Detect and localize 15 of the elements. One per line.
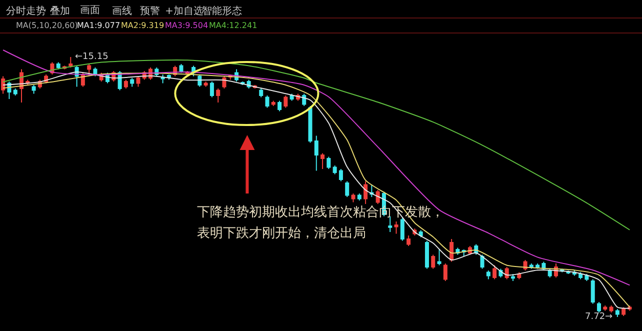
text: 叠加 <box>50 5 70 17</box>
text: MA(5,10,20,60) <box>16 21 78 30</box>
text: MA1:9.077 <box>77 21 120 30</box>
annotation: ←15.15 <box>75 52 108 62</box>
text: 智能形态 <box>202 5 242 17</box>
text: 画线 <box>112 5 132 17</box>
text: MA2:9.319 <box>121 21 164 30</box>
annotation: 表明下跌才刚开始，清仓出局 <box>197 226 366 241</box>
text: 画面 <box>80 5 100 16</box>
annotation: 7.72→ <box>585 312 614 322</box>
text: MA3:9.504 <box>165 21 208 30</box>
text: MA4:12.241 <box>209 21 258 30</box>
text: 预警 <box>140 5 160 17</box>
text: +加自选 <box>165 5 204 17</box>
text: 分时走势 <box>6 5 46 17</box>
